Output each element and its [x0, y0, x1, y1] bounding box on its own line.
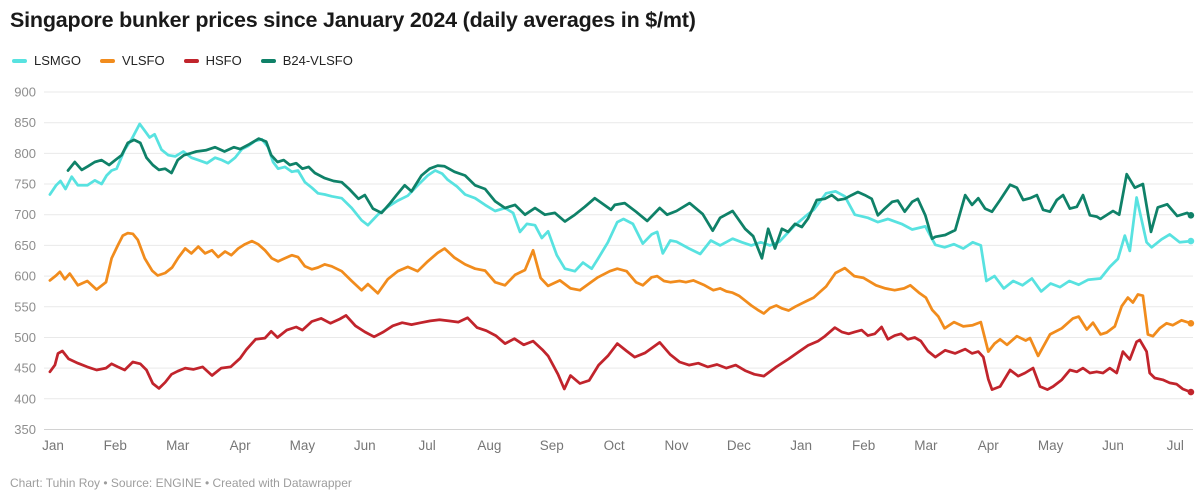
y-axis-tick-label: 700 [14, 207, 36, 222]
y-axis-tick-label: 600 [14, 269, 36, 284]
y-axis-tick-label: 400 [14, 391, 36, 406]
series-endpoint-dot-hsfo [1187, 388, 1195, 396]
y-axis-tick-label: 450 [14, 361, 36, 376]
legend-item-lsmgo[interactable]: LSMGO [12, 53, 81, 68]
legend-label: VLSFO [121, 53, 165, 68]
x-axis-tick-label: Jun [354, 438, 376, 453]
x-axis-tick-label: Jul [418, 438, 435, 453]
x-axis-tick-label: Dec [727, 438, 751, 453]
legend-item-vlsfo[interactable]: VLSFO [99, 53, 165, 68]
series-line-lsmgo [48, 122, 1193, 293]
y-axis-tick-label: 850 [14, 115, 36, 130]
attribution-footer: Chart: Tuhin Roy • Source: ENGINE • Crea… [10, 476, 352, 490]
y-axis-tick-label: 550 [14, 299, 36, 314]
y-axis-tick-label: 350 [14, 422, 36, 437]
x-axis-tick-label: Apr [230, 438, 252, 453]
series-endpoint-dot-b24-vlsfo [1187, 212, 1195, 219]
series-line-vlsfo [48, 231, 1193, 358]
x-axis-tick-label: Sep [540, 438, 564, 453]
x-axis-tick-label: Aug [477, 438, 501, 453]
legend-item-b24-vlsfo[interactable]: B24-VLSFO [260, 53, 353, 68]
legend-swatch-icon [183, 58, 199, 63]
legend-item-hsfo[interactable]: HSFO [183, 53, 242, 68]
legend-swatch-icon [99, 58, 115, 63]
series-endpoint-dot-vlsfo [1187, 320, 1195, 327]
y-axis-tick-label: 900 [14, 85, 36, 100]
legend-swatch-icon [260, 58, 276, 63]
legend-label: LSMGO [34, 53, 81, 68]
x-axis-tick-label: Feb [852, 438, 875, 453]
x-axis-tick-label: Nov [664, 438, 688, 453]
x-axis-tick-label: Jan [42, 438, 64, 453]
legend: LSMGO VLSFO HSFO B24-VLSFO [12, 53, 353, 68]
x-axis-tick-label: May [1038, 438, 1064, 453]
series-endpoint-dot-lsmgo [1187, 237, 1195, 245]
y-axis-tick-label: 500 [14, 330, 36, 345]
x-axis-tick-label: Apr [978, 438, 1000, 453]
x-axis-tick-label: Feb [104, 438, 127, 453]
x-axis-tick-label: Mar [166, 438, 190, 453]
series-line-b24-vlsfo [66, 137, 1193, 260]
x-axis-tick-label: Mar [914, 438, 938, 453]
series-line-hsfo [48, 314, 1193, 394]
x-axis-tick-label: Jun [1102, 438, 1124, 453]
legend-label: B24-VLSFO [282, 53, 353, 68]
y-axis-tick-label: 800 [14, 146, 36, 161]
x-axis-tick-label: Jan [790, 438, 812, 453]
y-axis-tick-label: 750 [14, 177, 36, 192]
x-axis-tick-label: Jul [1167, 438, 1184, 453]
legend-swatch-icon [12, 58, 27, 63]
chart-title: Singapore bunker prices since January 20… [10, 8, 696, 32]
x-axis-tick-label: Oct [604, 438, 625, 453]
x-axis-tick-label: May [290, 438, 316, 453]
legend-label: HSFO [205, 53, 242, 68]
y-axis-tick-label: 650 [14, 238, 36, 253]
